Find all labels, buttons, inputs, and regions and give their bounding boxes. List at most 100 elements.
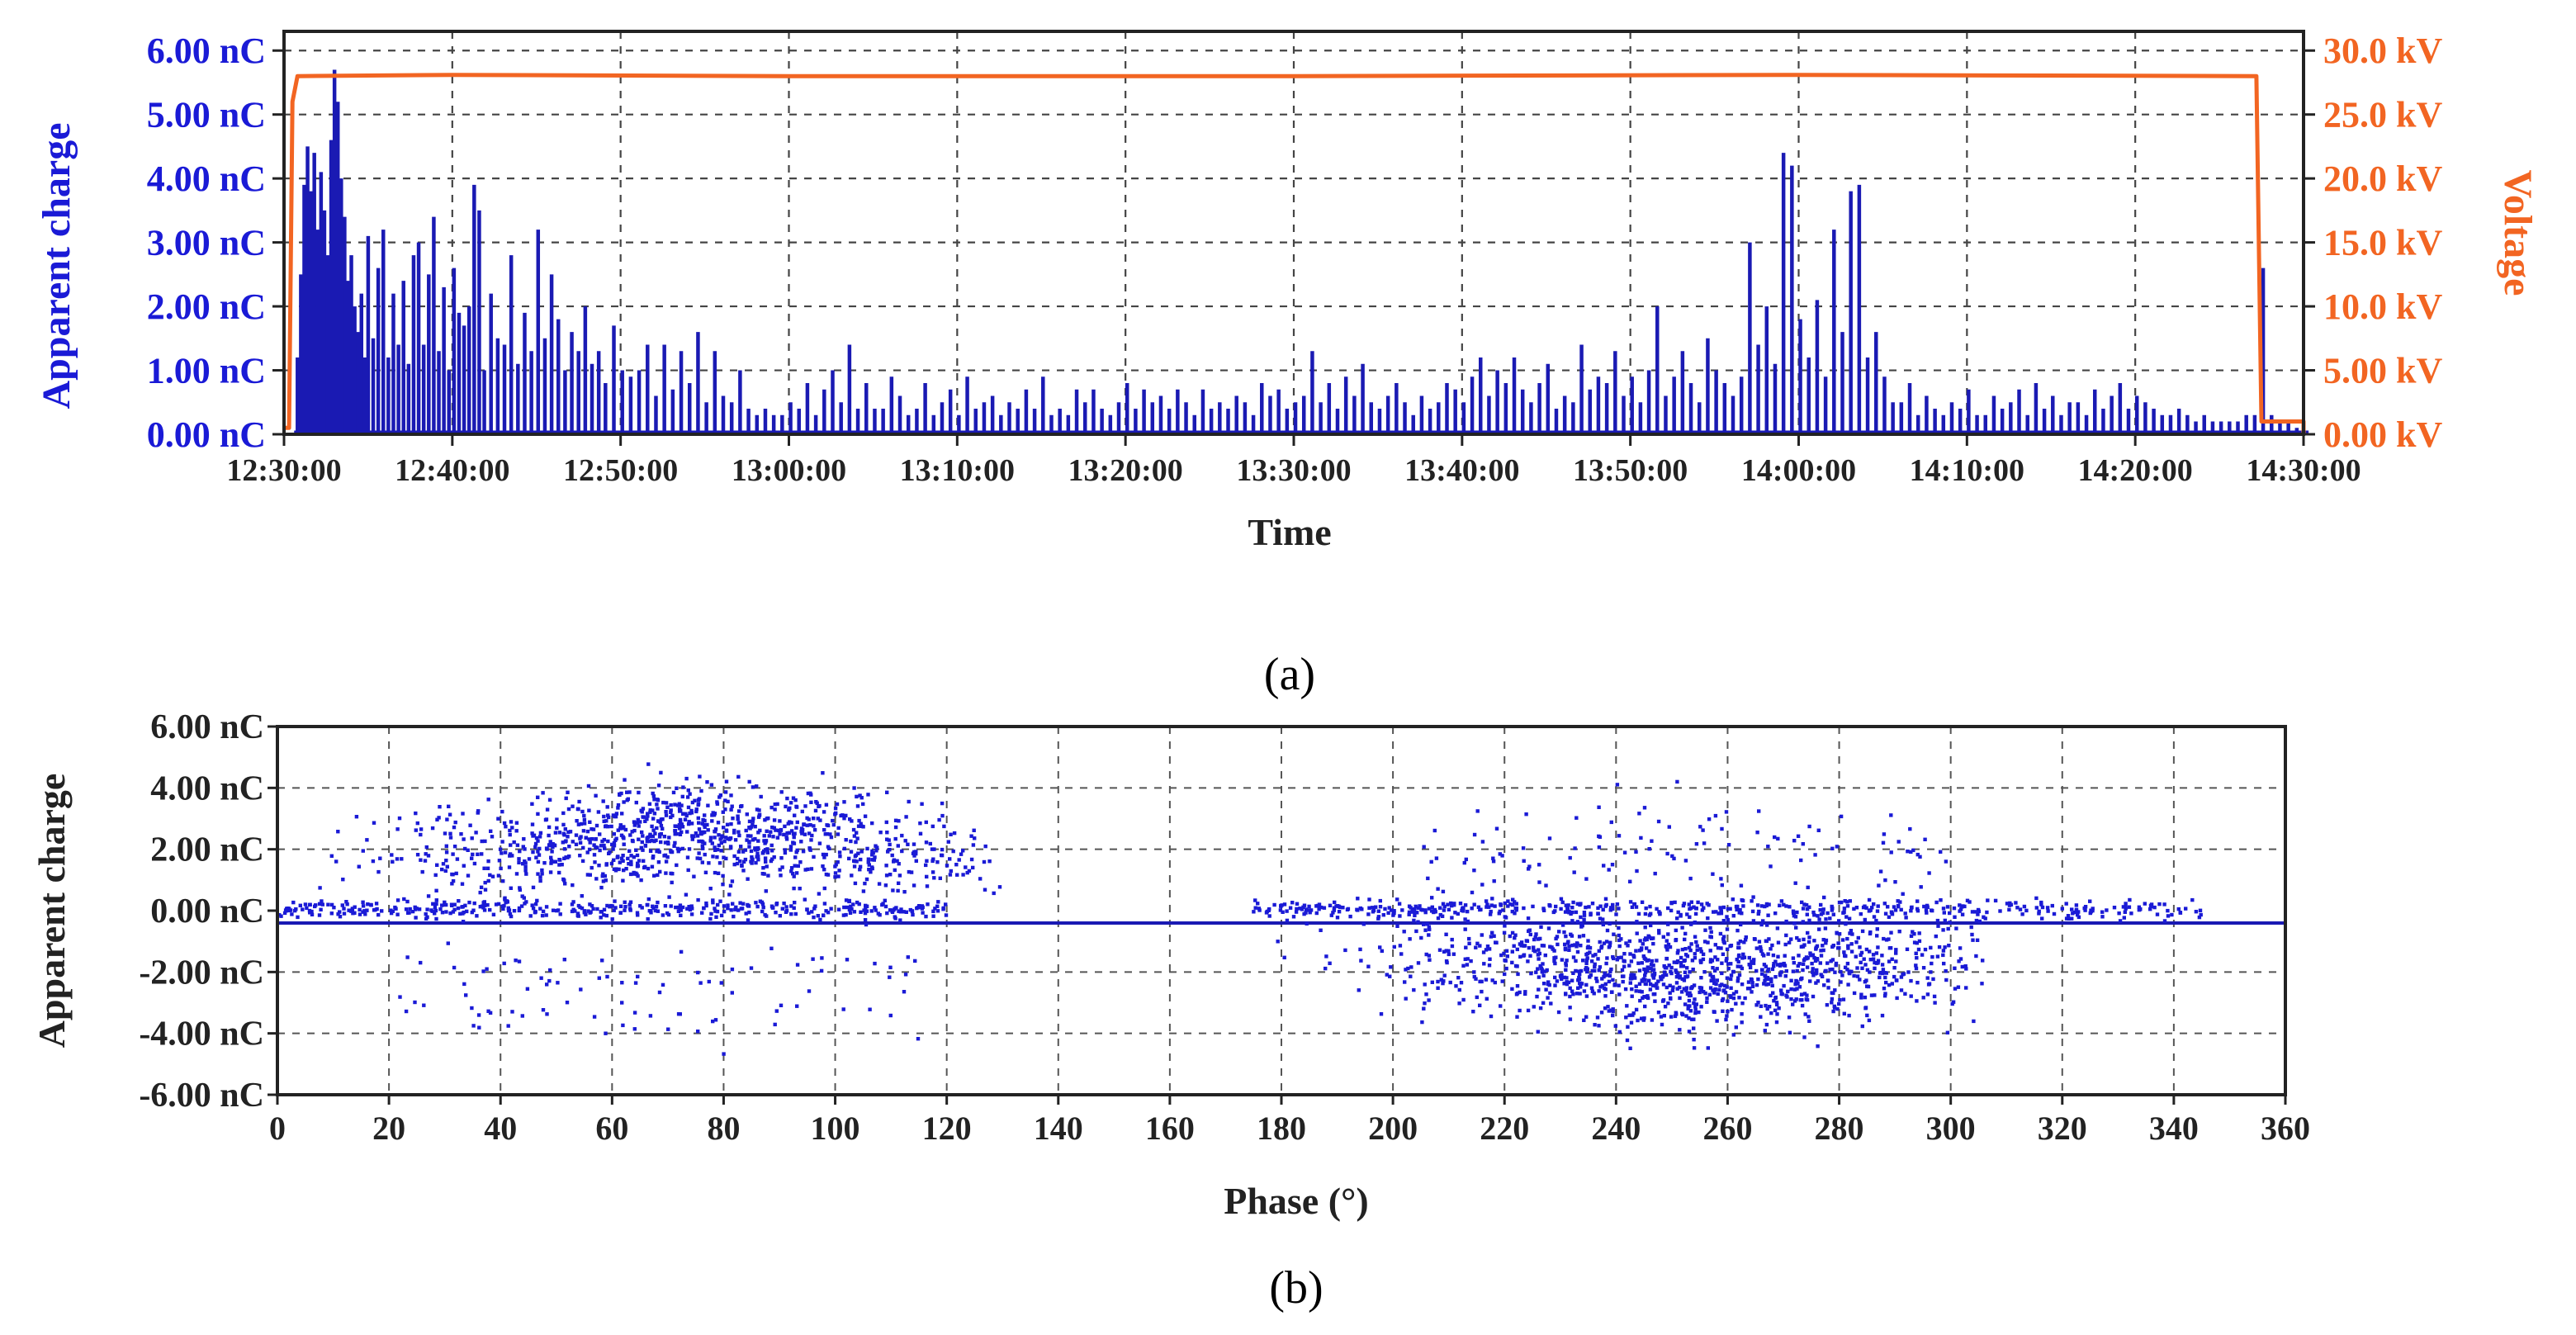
scatter-point	[476, 852, 480, 856]
scatter-point	[698, 856, 703, 861]
scatter-point	[1604, 902, 1608, 907]
scatter-point	[1430, 980, 1434, 984]
scatter-point	[762, 834, 766, 838]
scatter-point	[1882, 832, 1887, 836]
scatter-point	[770, 825, 774, 830]
scatter-point	[318, 886, 322, 890]
scatter-point	[747, 819, 752, 824]
scatter-point	[419, 832, 423, 837]
scatter-point	[839, 813, 843, 818]
scatter-point	[884, 864, 888, 868]
scatter-point	[1632, 955, 1636, 959]
scatter-point	[1920, 953, 1925, 957]
scatter-point	[650, 824, 654, 829]
scatter-point	[770, 857, 774, 861]
scatter-point	[1873, 993, 1877, 997]
scatter-point	[1491, 859, 1496, 864]
scatter-point	[1834, 961, 1839, 966]
scatter-point	[747, 845, 751, 849]
scatter-point	[317, 913, 322, 917]
scatter-point	[731, 902, 735, 906]
scatter-point	[766, 816, 770, 821]
scatter-point	[2197, 915, 2202, 920]
scatter-point	[501, 907, 505, 911]
scatter-point	[1722, 983, 1727, 988]
scatter-point	[1793, 915, 1798, 919]
scatter-point	[706, 828, 710, 832]
scatter-point	[1915, 899, 1920, 903]
scatter-point	[646, 897, 651, 902]
scatter-point	[959, 852, 964, 856]
scatter-point	[852, 786, 856, 790]
scatter-point	[402, 897, 406, 902]
scatter-point	[579, 987, 583, 992]
scatter-point	[1432, 907, 1437, 912]
scatter-point	[1515, 984, 1520, 988]
scatter-point	[1392, 909, 1396, 913]
scatter-point	[1480, 933, 1484, 937]
scatter-point	[481, 901, 485, 905]
scatter-point	[863, 881, 867, 886]
scatter-point	[587, 808, 591, 812]
scatter-point	[1794, 997, 1798, 1001]
scatter-point	[568, 830, 573, 834]
scatter-point	[1383, 907, 1387, 911]
scatter-point	[1442, 904, 1447, 909]
scatter-point	[658, 832, 662, 837]
scatter-point	[941, 906, 945, 911]
scatter-point	[470, 910, 474, 915]
scatter-point	[1845, 968, 1849, 972]
scatter-point	[710, 813, 714, 817]
scatter-point	[643, 819, 647, 823]
scatter-point	[1536, 937, 1541, 941]
scatter-point	[1764, 982, 1769, 987]
scatter-point	[1691, 968, 1695, 972]
scatter-point	[463, 846, 467, 851]
scatter-point	[1835, 930, 1839, 935]
scatter-point	[336, 830, 340, 834]
scatter-point	[1505, 954, 1509, 959]
scatter-point	[1322, 906, 1327, 910]
scatter-point	[1291, 915, 1296, 919]
scatter-point	[634, 800, 638, 805]
scatter-point	[700, 911, 704, 915]
scatter-point	[1436, 986, 1440, 990]
scatter-point	[1267, 914, 1271, 918]
scatter-point	[639, 845, 643, 850]
scatter-point	[2194, 910, 2199, 914]
scatter-point	[602, 837, 606, 842]
scatter-point	[1721, 937, 1726, 941]
scatter-point	[1331, 911, 1335, 915]
scatter-point	[1481, 950, 1486, 954]
scatter-point	[1475, 995, 1479, 1000]
scatter-point	[1759, 947, 1763, 951]
scatter-point	[1317, 907, 1321, 911]
scatter-point	[1540, 970, 1544, 974]
scatter-point	[1646, 958, 1650, 963]
scatter-point	[1750, 899, 1754, 903]
scatter-point	[637, 824, 641, 828]
scatter-point	[918, 831, 923, 836]
scatter-point	[1929, 945, 1933, 950]
scatter-point	[591, 907, 595, 911]
scatter-point	[1714, 982, 1718, 987]
scatter-point	[909, 870, 914, 874]
scatter-point	[1761, 919, 1765, 923]
scatter-point	[1379, 1012, 1384, 1016]
scatter-point	[1644, 982, 1648, 987]
scatter-point	[1634, 989, 1638, 993]
scatter-point	[1876, 945, 1880, 949]
scatter-point	[1660, 999, 1665, 1003]
scatter-point	[1805, 907, 1810, 911]
scatter-point	[833, 864, 837, 869]
scatter-point	[1717, 987, 1721, 992]
scatter-point	[1716, 946, 1721, 950]
scatter-point	[1867, 897, 1872, 902]
scatter-point	[810, 910, 814, 914]
scatter-point	[1942, 911, 1946, 915]
scatter-point	[1890, 911, 1894, 915]
scatter-point	[1634, 949, 1638, 953]
scatter-point	[715, 802, 720, 806]
scatter-point	[1319, 928, 1323, 932]
scatter-point	[863, 918, 868, 922]
